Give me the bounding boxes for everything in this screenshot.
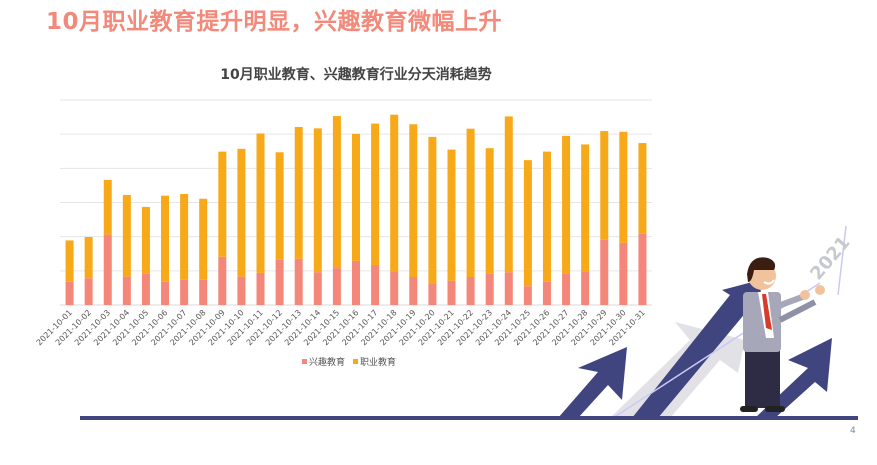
bar-interest[interactable] xyxy=(485,273,494,305)
bar-interest[interactable] xyxy=(180,279,189,305)
bar-vocational[interactable] xyxy=(294,126,303,259)
bar-interest[interactable] xyxy=(313,272,322,305)
bar-interest[interactable] xyxy=(409,276,418,305)
stacked-bar-chart: 2021-10-012021-10-022021-10-032021-10-04… xyxy=(35,99,652,347)
bar-interest[interactable] xyxy=(619,242,628,305)
bar-interest[interactable] xyxy=(428,283,437,305)
bar-interest[interactable] xyxy=(332,268,341,305)
legend-label-interest: 兴趣教育 xyxy=(309,358,346,368)
bar-interest[interactable] xyxy=(218,256,227,305)
bar-vocational[interactable] xyxy=(409,124,418,277)
bar-vocational[interactable] xyxy=(199,198,208,280)
bar-interest[interactable] xyxy=(600,239,609,305)
bar-vocational[interactable] xyxy=(180,193,189,280)
bar-vocational[interactable] xyxy=(141,206,150,274)
chart-legend: 兴趣教育 职业教育 xyxy=(302,355,396,368)
arrow-left-icon xyxy=(558,347,627,418)
bar-vocational[interactable] xyxy=(447,149,456,281)
bar-vocational[interactable] xyxy=(237,148,246,277)
bar-interest[interactable] xyxy=(371,265,380,305)
bar-vocational[interactable] xyxy=(332,116,341,269)
bar-vocational[interactable] xyxy=(352,133,360,261)
bar-interest[interactable] xyxy=(352,260,360,305)
bar-vocational[interactable] xyxy=(390,114,399,272)
bar-interest[interactable] xyxy=(103,234,112,305)
bar-interest[interactable] xyxy=(199,279,208,305)
bar-interest[interactable] xyxy=(466,276,475,305)
bar-vocational[interactable] xyxy=(218,151,227,257)
bar-vocational[interactable] xyxy=(638,143,647,234)
bar-interest[interactable] xyxy=(523,286,532,305)
legend-item-interest[interactable]: 兴趣教育 xyxy=(302,355,345,368)
arrow-right-icon xyxy=(755,338,832,418)
bar-vocational[interactable] xyxy=(600,131,609,240)
bar-interest[interactable] xyxy=(638,233,647,305)
chart-title: 10月职业教育、兴趣教育行业分天消耗趋势 xyxy=(220,67,492,83)
bar-interest[interactable] xyxy=(237,276,246,305)
bar-vocational[interactable] xyxy=(84,237,93,279)
legend-label-vocational: 职业教育 xyxy=(360,358,397,368)
bar-vocational[interactable] xyxy=(103,179,112,235)
bar-vocational[interactable] xyxy=(542,151,551,282)
legend-swatch-interest xyxy=(302,359,307,364)
bar-vocational[interactable] xyxy=(161,195,170,282)
bar-vocational[interactable] xyxy=(428,136,437,284)
bar-vocational[interactable] xyxy=(256,133,265,273)
year-2021-badge: 2021 xyxy=(806,232,854,284)
bar-interest[interactable] xyxy=(161,281,170,305)
bar-interest[interactable] xyxy=(581,271,590,305)
bar-vocational[interactable] xyxy=(313,128,322,273)
bar-interest[interactable] xyxy=(65,281,74,305)
bar-interest[interactable] xyxy=(562,273,571,305)
bar-vocational[interactable] xyxy=(275,152,284,260)
businessman-arrows-illustration: 2021 xyxy=(558,225,855,419)
bar-vocational[interactable] xyxy=(371,123,380,266)
bar-vocational[interactable] xyxy=(504,116,513,273)
arrow-middle-icon xyxy=(632,280,762,418)
legend-swatch-vocational xyxy=(353,359,359,364)
bar-interest[interactable] xyxy=(542,281,551,305)
bar-vocational[interactable] xyxy=(523,160,532,287)
bar-interest[interactable] xyxy=(504,272,513,305)
bar-vocational[interactable] xyxy=(581,144,590,272)
bar-vocational[interactable] xyxy=(122,194,131,277)
bar-interest[interactable] xyxy=(141,273,150,305)
floor-line xyxy=(80,416,858,420)
bar-interest[interactable] xyxy=(256,272,265,305)
bar-vocational[interactable] xyxy=(485,148,494,274)
bar-vocational[interactable] xyxy=(65,240,74,282)
bar-interest[interactable] xyxy=(122,276,131,305)
bar-vocational[interactable] xyxy=(619,131,628,243)
bar-interest[interactable] xyxy=(84,278,93,305)
bar-interest[interactable] xyxy=(294,258,303,305)
bar-interest[interactable] xyxy=(390,271,399,305)
page-number: 4 xyxy=(850,426,856,436)
bar-interest[interactable] xyxy=(447,280,456,305)
bar-vocational[interactable] xyxy=(562,135,571,274)
page-title: 10月职业教育提升明显，兴趣教育微幅上升 xyxy=(46,9,503,35)
legend-item-vocational[interactable]: 职业教育 xyxy=(353,355,396,368)
bar-vocational[interactable] xyxy=(466,128,475,277)
businessman-figure xyxy=(740,257,825,412)
bar-interest[interactable] xyxy=(275,259,284,305)
